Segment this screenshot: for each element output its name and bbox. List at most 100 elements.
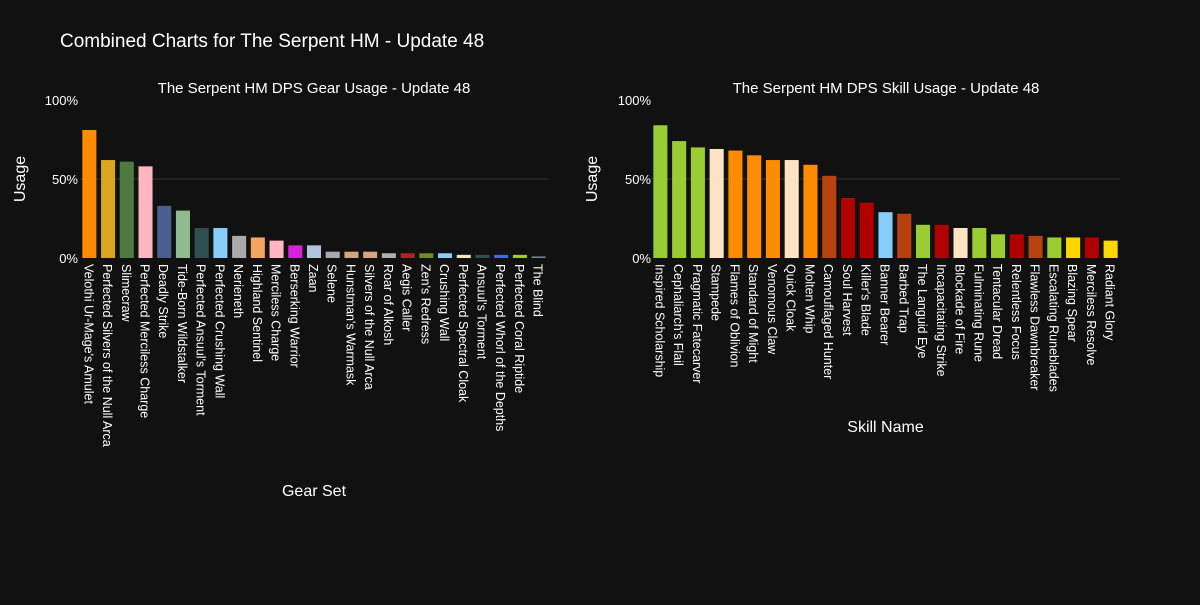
- x-tick-label: Berserking Warrior: [287, 264, 301, 368]
- x-axis-label: Gear Set: [282, 483, 347, 500]
- bar: [157, 205, 172, 258]
- chart-skill-usage: The Serpent HM DPS Skill Usage - Update …: [584, 80, 1120, 436]
- x-tick-label: Merciless Charge: [269, 264, 283, 361]
- x-tick-label: Flawless Dawnbreaker: [1028, 264, 1042, 390]
- x-tick-label: Perfected Crushing Wall: [212, 264, 226, 398]
- bar: [728, 150, 743, 258]
- bar: [456, 254, 471, 258]
- x-tick-label: Banner Bearer: [878, 264, 892, 345]
- bar: [765, 160, 780, 258]
- bar: [1066, 237, 1081, 258]
- y-tick-label: 100%: [618, 93, 652, 108]
- x-tick-label: Quick Cloak: [784, 264, 798, 332]
- x-tick-label: Killer's Blade: [859, 264, 873, 336]
- x-axis-label: Skill Name: [847, 419, 924, 436]
- bar: [915, 224, 931, 258]
- y-tick-label: 50%: [625, 172, 651, 187]
- bar: [82, 130, 97, 258]
- x-tick-label: Standard of Might: [746, 264, 760, 363]
- bar: [1103, 240, 1118, 258]
- x-tick-label: Perfected Spectral Cloak: [456, 264, 470, 403]
- bar: [419, 253, 434, 258]
- bar: [269, 240, 284, 258]
- x-tick-label: Selene: [325, 264, 339, 303]
- bar: [306, 245, 322, 258]
- x-tick-label: Relentless Focus: [1009, 264, 1023, 360]
- figure-title: Combined Charts for The Serpent HM - Upd…: [60, 31, 485, 52]
- bar: [709, 148, 724, 258]
- bar: [512, 254, 527, 258]
- bar: [1028, 235, 1043, 258]
- x-tick-label: Perfected Silvers of the Null Arca: [100, 264, 114, 447]
- bar: [972, 227, 987, 258]
- x-tick-label: Silvers of the Null Arca: [362, 264, 376, 390]
- bar: [1009, 234, 1024, 258]
- x-tick-label: Blockade of Fire: [953, 264, 967, 354]
- bar: [991, 234, 1006, 258]
- bar: [325, 251, 340, 258]
- bar: [531, 256, 546, 258]
- bar: [859, 202, 874, 258]
- x-tick-label: Hunstman's Warmask: [343, 264, 357, 386]
- bar: [897, 213, 912, 258]
- bar: [494, 254, 509, 258]
- x-tick-label: Flames of Oblivion: [727, 264, 741, 368]
- x-tick-label: Pragmatic Fatecarver: [690, 264, 704, 383]
- bar: [690, 147, 705, 258]
- x-tick-label: Perfected Ansuul's Torment: [194, 264, 208, 416]
- chart-title: The Serpent HM DPS Skill Usage - Update …: [733, 80, 1040, 97]
- bar: [475, 254, 490, 258]
- x-tick-label: Venomous Claw: [765, 264, 779, 355]
- bar: [653, 125, 668, 258]
- x-tick-label: Perfected Merciless Charge: [138, 264, 152, 418]
- x-tick-label: Nerieneth: [231, 264, 245, 318]
- bar: [232, 235, 247, 258]
- x-tick-label: Fulminating Rune: [971, 264, 985, 362]
- x-tick-label: Inspired Scholarship: [652, 264, 666, 377]
- y-axis-label: Usage: [12, 156, 29, 202]
- x-tick-label: Cephaliarch's Flail: [671, 264, 685, 366]
- bar: [747, 155, 762, 258]
- bar: [138, 166, 153, 258]
- bar: [1084, 237, 1099, 258]
- bar: [953, 227, 968, 258]
- x-tick-label: Ansuul's Torment: [474, 264, 488, 360]
- y-tick-label: 0%: [632, 251, 651, 266]
- bar: [363, 251, 378, 258]
- x-tick-label: Barbed Trap: [896, 264, 910, 333]
- bar: [934, 224, 949, 258]
- bar: [119, 161, 134, 258]
- bar: [250, 237, 265, 258]
- x-tick-label: Blazing Spear: [1065, 264, 1079, 342]
- y-axis-label: Usage: [584, 156, 601, 202]
- x-tick-label: Camouflaged Hunter: [821, 264, 835, 379]
- x-tick-label: Crushing Wall: [437, 264, 451, 341]
- x-tick-label: Tentacular Dread: [990, 264, 1004, 359]
- bar: [175, 210, 190, 258]
- x-tick-label: Incapacitating Strike: [934, 264, 948, 377]
- x-tick-label: Perfected Coral Riptide: [512, 264, 526, 393]
- x-tick-label: Zaan: [306, 264, 320, 293]
- x-tick-label: Molten Whip: [802, 264, 816, 334]
- bar: [381, 253, 396, 258]
- bar: [101, 160, 116, 258]
- bar: [840, 197, 856, 258]
- bar: [803, 164, 818, 258]
- x-tick-label: Slimecraw: [119, 264, 133, 323]
- bar: [194, 227, 209, 258]
- bar: [438, 253, 453, 258]
- x-tick-label: The Blind: [531, 264, 545, 317]
- y-tick-label: 0%: [59, 251, 78, 266]
- bar: [784, 160, 799, 258]
- bar: [288, 245, 303, 258]
- x-tick-label: Merciless Resolve: [1084, 264, 1098, 365]
- x-tick-label: Zen's Redress: [418, 264, 432, 344]
- bar: [822, 175, 837, 258]
- x-tick-label: Highland Sentinel: [250, 264, 264, 362]
- x-tick-label: Velothi Ur-Mage's Amulet: [81, 264, 95, 404]
- x-tick-label: Radiant Glory: [1103, 264, 1117, 341]
- bar: [878, 212, 893, 258]
- bar: [672, 141, 687, 258]
